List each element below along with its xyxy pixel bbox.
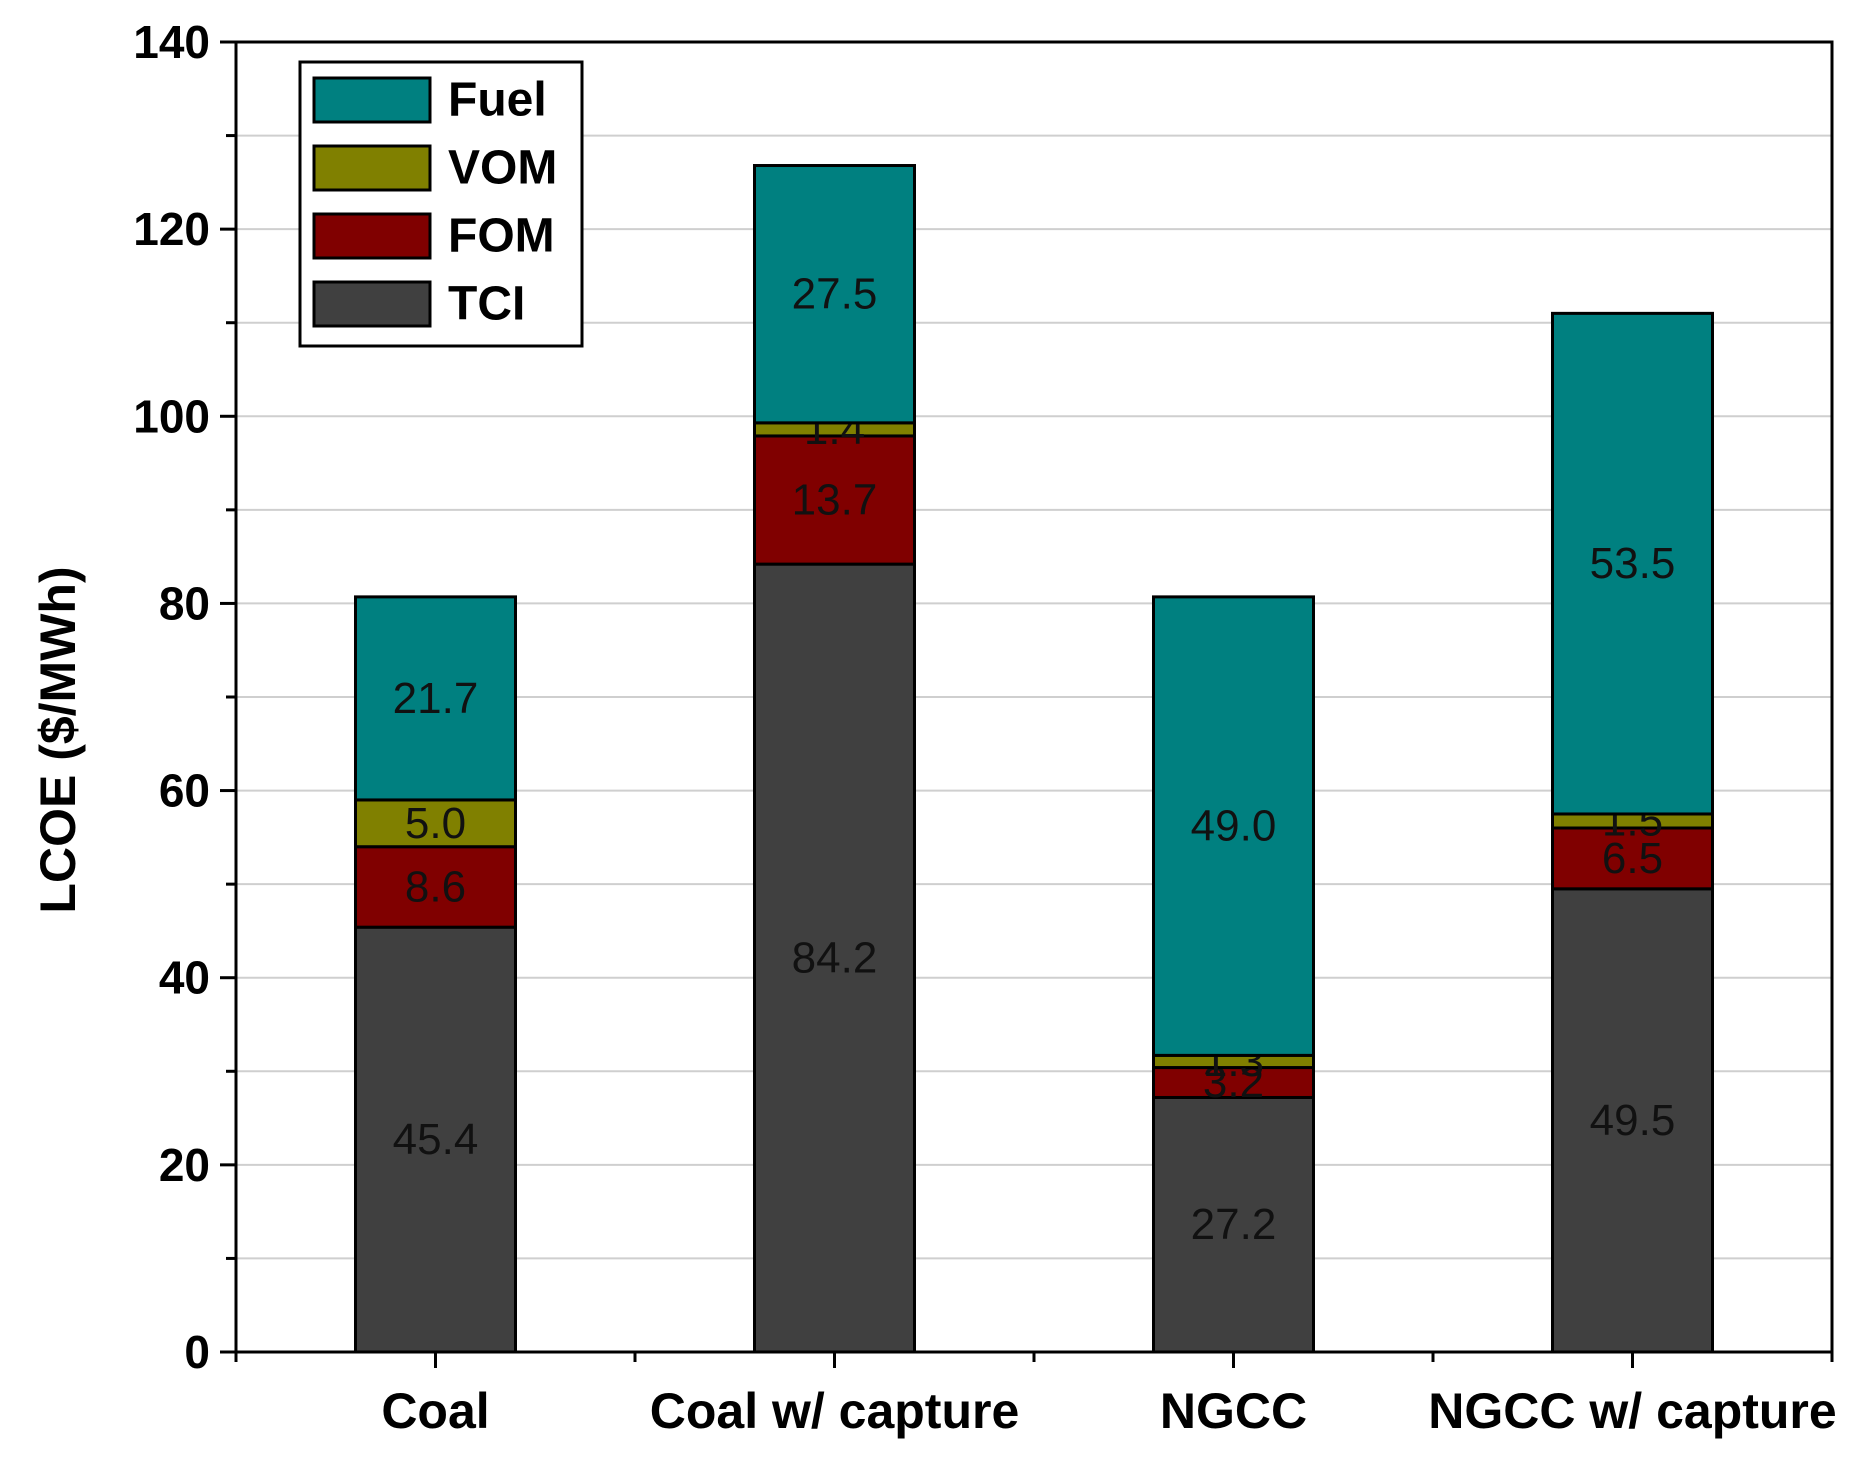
data-label: 5.0	[405, 799, 466, 848]
legend-label: FOM	[448, 210, 555, 263]
legend-swatch-tci	[312, 280, 432, 328]
data-label: 21.7	[393, 674, 479, 723]
bar-segment-fom	[753, 434, 916, 566]
legend-label: TCI	[448, 278, 525, 331]
x-tick-label: Coal	[381, 1383, 489, 1439]
data-label: 45.4	[393, 1115, 479, 1164]
legend-swatch-fom	[312, 212, 432, 260]
data-label: 84.2	[792, 934, 878, 983]
data-label: 6.5	[1602, 834, 1663, 883]
y-tick-label: 60	[159, 765, 210, 817]
data-label: 8.6	[405, 862, 466, 911]
data-label: 13.7	[792, 476, 878, 525]
y-tick-label: 40	[159, 952, 210, 1004]
y-tick-label: 140	[133, 16, 210, 68]
y-tick-label: 0	[184, 1326, 210, 1378]
data-label: 27.2	[1191, 1200, 1277, 1249]
legend: Fuel VOM FOM TCI	[298, 60, 584, 348]
x-tick-label: Coal w/ capture	[650, 1383, 1020, 1439]
x-tick-label: NGCC	[1160, 1383, 1307, 1439]
legend-swatch-vom	[312, 144, 432, 192]
bar-segment-fuel	[1551, 311, 1714, 816]
bar-segment-tci	[1551, 887, 1714, 1354]
bar-segment-vom	[354, 798, 517, 849]
legend-label: Fuel	[448, 74, 547, 127]
x-tick-label: NGCC w/ capture	[1428, 1383, 1836, 1439]
y-axis-title: LCOE ($/MWh)	[30, 566, 86, 913]
bar-segment-fuel	[1152, 595, 1315, 1057]
data-label: 49.0	[1191, 802, 1277, 851]
bar-segment-tci	[354, 925, 517, 1354]
y-tick-label: 120	[133, 203, 210, 255]
bar-segment-fom	[1152, 1066, 1315, 1099]
bars: 45.48.65.021.784.213.71.427.527.23.21.34…	[354, 164, 1714, 1354]
data-label: 49.5	[1590, 1096, 1676, 1145]
data-label: 53.5	[1590, 539, 1676, 588]
y-tick-label: 20	[159, 1139, 210, 1191]
bar-segment-fuel	[753, 164, 916, 425]
bar-segment-fuel	[354, 595, 517, 802]
y-tick-label: 80	[159, 577, 210, 629]
bar-segment-tci	[753, 562, 916, 1354]
axes: Coal Coal w/ capture NGCC NGCC w/ capture 0 2…	[133, 16, 1836, 1439]
legend-swatch-fuel	[312, 76, 432, 124]
legend-label: VOM	[448, 142, 557, 195]
data-label: 27.5	[792, 270, 878, 319]
y-tick-label: 100	[133, 390, 210, 442]
